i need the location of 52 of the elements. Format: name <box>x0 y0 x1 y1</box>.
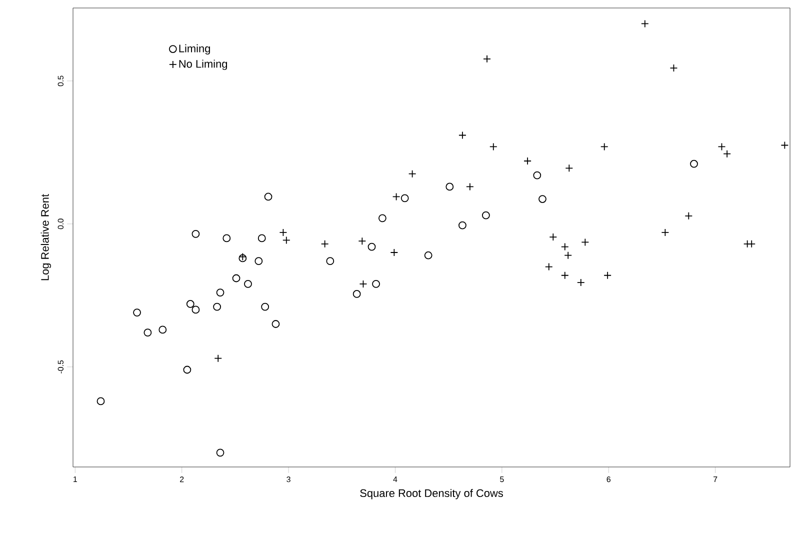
y-axis-title: Log Relative Rent <box>40 194 51 280</box>
point <box>222 234 231 242</box>
point <box>282 236 290 244</box>
point <box>326 257 334 266</box>
point <box>213 302 221 311</box>
point <box>640 20 649 28</box>
point <box>133 308 141 317</box>
point <box>192 306 200 314</box>
point <box>144 328 152 337</box>
point <box>565 164 574 172</box>
point <box>372 280 380 288</box>
point <box>560 271 569 280</box>
legend-label: No Liming <box>179 60 228 70</box>
point <box>352 290 361 298</box>
point <box>533 171 542 180</box>
point <box>216 448 224 457</box>
point <box>392 192 400 201</box>
point <box>216 288 224 296</box>
point <box>538 195 546 203</box>
point <box>400 194 409 202</box>
point <box>600 142 608 151</box>
point <box>446 182 454 191</box>
point <box>564 251 572 260</box>
point <box>780 141 789 150</box>
point <box>258 234 266 242</box>
point <box>232 274 240 282</box>
point <box>261 302 270 311</box>
point <box>489 142 498 151</box>
point <box>192 230 200 238</box>
legend-label: Liming <box>179 44 210 55</box>
point <box>183 366 192 374</box>
point <box>718 142 726 151</box>
point <box>254 257 263 266</box>
point <box>368 242 376 251</box>
point <box>424 251 432 260</box>
point <box>96 397 105 406</box>
point <box>482 211 490 220</box>
point <box>466 182 474 191</box>
point <box>581 238 590 246</box>
point <box>158 326 167 334</box>
point <box>272 320 280 328</box>
point <box>214 354 222 362</box>
point <box>544 262 553 271</box>
point <box>560 242 569 251</box>
point <box>264 192 272 201</box>
x-axis-title: Square Root Density of Cows <box>360 488 503 500</box>
point <box>378 214 386 222</box>
point <box>408 170 416 178</box>
point <box>458 221 466 230</box>
point <box>690 160 698 168</box>
point <box>186 300 194 308</box>
point <box>244 280 252 288</box>
